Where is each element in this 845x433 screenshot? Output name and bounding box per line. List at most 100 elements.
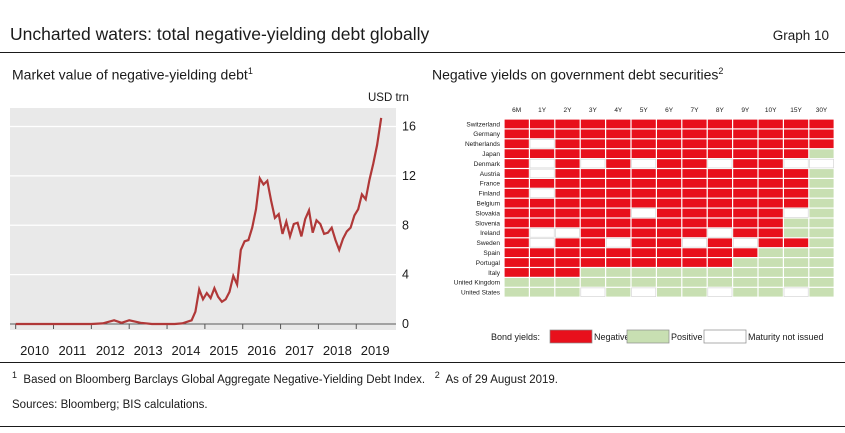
heatmap-cell: [682, 258, 707, 267]
heatmap-cell: [555, 238, 580, 248]
column-label: 7Y: [691, 107, 700, 114]
heatmap-cell: [530, 149, 555, 158]
column-label: 30Y: [816, 107, 828, 114]
heatmap-cell: [631, 119, 656, 129]
x-tick-label: 2013: [134, 343, 163, 358]
heatmap-cell: [580, 198, 605, 208]
heatmap-cell: [657, 149, 682, 158]
row-label: Portugal: [476, 260, 501, 267]
heatmap-cell: [707, 228, 733, 238]
heatmap-cell: [504, 208, 529, 218]
heatmap-cell: [784, 179, 809, 188]
heatmap-cell: [784, 129, 809, 139]
heatmap-cell: [809, 268, 834, 277]
row-label: Slovenia: [475, 220, 500, 227]
heatmap-cell: [631, 188, 656, 198]
heatmap-cell: [758, 179, 783, 188]
heatmap-cell: [784, 258, 809, 267]
heatmap-cell: [631, 149, 656, 158]
x-tick-label: 2010: [20, 343, 49, 358]
heatmap-cell: [530, 278, 555, 287]
heatmap-cell: [682, 129, 707, 139]
heatmap-cell: [504, 179, 529, 188]
row-label: Denmark: [474, 161, 501, 168]
heatmap-cell: [758, 248, 783, 257]
heatmap-cell: [707, 139, 732, 149]
heatmap-cell: [758, 119, 783, 129]
heatmap-cell: [733, 278, 758, 287]
footnotes: 1 Based on Bloomberg Barclays Global Agg…: [12, 370, 558, 386]
heatmap-cell: [657, 238, 682, 248]
row-label: United Kingdom: [454, 280, 500, 287]
heatmap-cell: [580, 139, 605, 149]
heatmap-cell: [682, 228, 707, 238]
heatmap-cell: [784, 169, 809, 178]
heatmap-cell: [733, 287, 758, 297]
heatmap-cell: [784, 268, 809, 277]
right-panel-title: Negative yields on government debt secur…: [432, 66, 724, 83]
heatmap-cell: [682, 149, 707, 158]
heatmap-cell: [809, 228, 834, 238]
heatmap-cell: [758, 238, 783, 248]
heatmap-cell: [758, 149, 783, 158]
sources: Sources: Bloomberg; BIS calculations.: [12, 399, 208, 411]
heatmap-cell: [504, 278, 529, 287]
heatmap-cell: [555, 119, 580, 129]
heatmap-cell: [733, 198, 758, 208]
heatmap-cell: [504, 198, 529, 208]
heatmap-cell: [809, 129, 834, 139]
heatmap-cell: [555, 149, 580, 158]
y-tick-label: 12: [402, 169, 416, 183]
heatmap-cell: [809, 179, 834, 188]
heatmap-cell: [758, 278, 783, 287]
legend-title: Bond yields:: [491, 332, 540, 342]
heatmap-cell: [504, 188, 529, 198]
heatmap-cell: [784, 119, 809, 129]
heatmap-cell: [631, 179, 656, 188]
heatmap-cell: [657, 248, 682, 257]
heatmap-cell: [580, 228, 605, 238]
heatmap-cell: [733, 208, 758, 218]
heatmap-cell: [631, 248, 656, 257]
heatmap-cell: [733, 129, 758, 139]
heatmap-cell: [555, 169, 580, 178]
heatmap-cell: [733, 159, 758, 168]
heatmap-cell: [809, 248, 834, 257]
heatmap-cell: [530, 248, 555, 257]
row-label: Italy: [488, 270, 501, 277]
heatmap-cell: [809, 208, 834, 218]
y-unit-label: USD trn: [368, 92, 409, 104]
heatmap-cell: [758, 208, 783, 218]
heatmap-cell: [631, 287, 657, 297]
y-tick-label: 8: [402, 218, 409, 232]
heatmap-cell: [657, 188, 682, 198]
heatmap-cell: [733, 139, 758, 149]
heatmap-cell: [733, 149, 758, 158]
heatmap-cell: [606, 179, 631, 188]
heatmap-cell: [783, 158, 809, 169]
heatmap-cell: [682, 139, 707, 149]
heatmap-cell: [657, 218, 682, 228]
heatmap-cell: [707, 158, 733, 169]
heatmap-cell: [657, 287, 682, 297]
row-label: Belgium: [477, 201, 500, 208]
heatmap-cell: [529, 168, 555, 179]
heatmap-cell: [555, 218, 580, 228]
heatmap-cell: [657, 198, 682, 208]
heatmap-cell: [606, 129, 631, 139]
heatmap-cell: [809, 258, 834, 267]
heatmap-cell: [733, 228, 758, 238]
heatmap-cell: [605, 238, 631, 248]
heatmap-cell: [580, 179, 605, 188]
heatmap-cell: [809, 238, 834, 248]
heatmap-cell: [555, 287, 580, 297]
heatmap-cell: [631, 139, 656, 149]
footnote-rule: [0, 362, 845, 363]
heatmap-cell: [657, 119, 682, 129]
heatmap-cell: [758, 169, 783, 178]
heatmap-cell: [580, 188, 605, 198]
legend-swatch-not-issued: [703, 329, 747, 344]
row-label: Austria: [480, 171, 501, 178]
x-tick-label: 2011: [58, 343, 86, 358]
